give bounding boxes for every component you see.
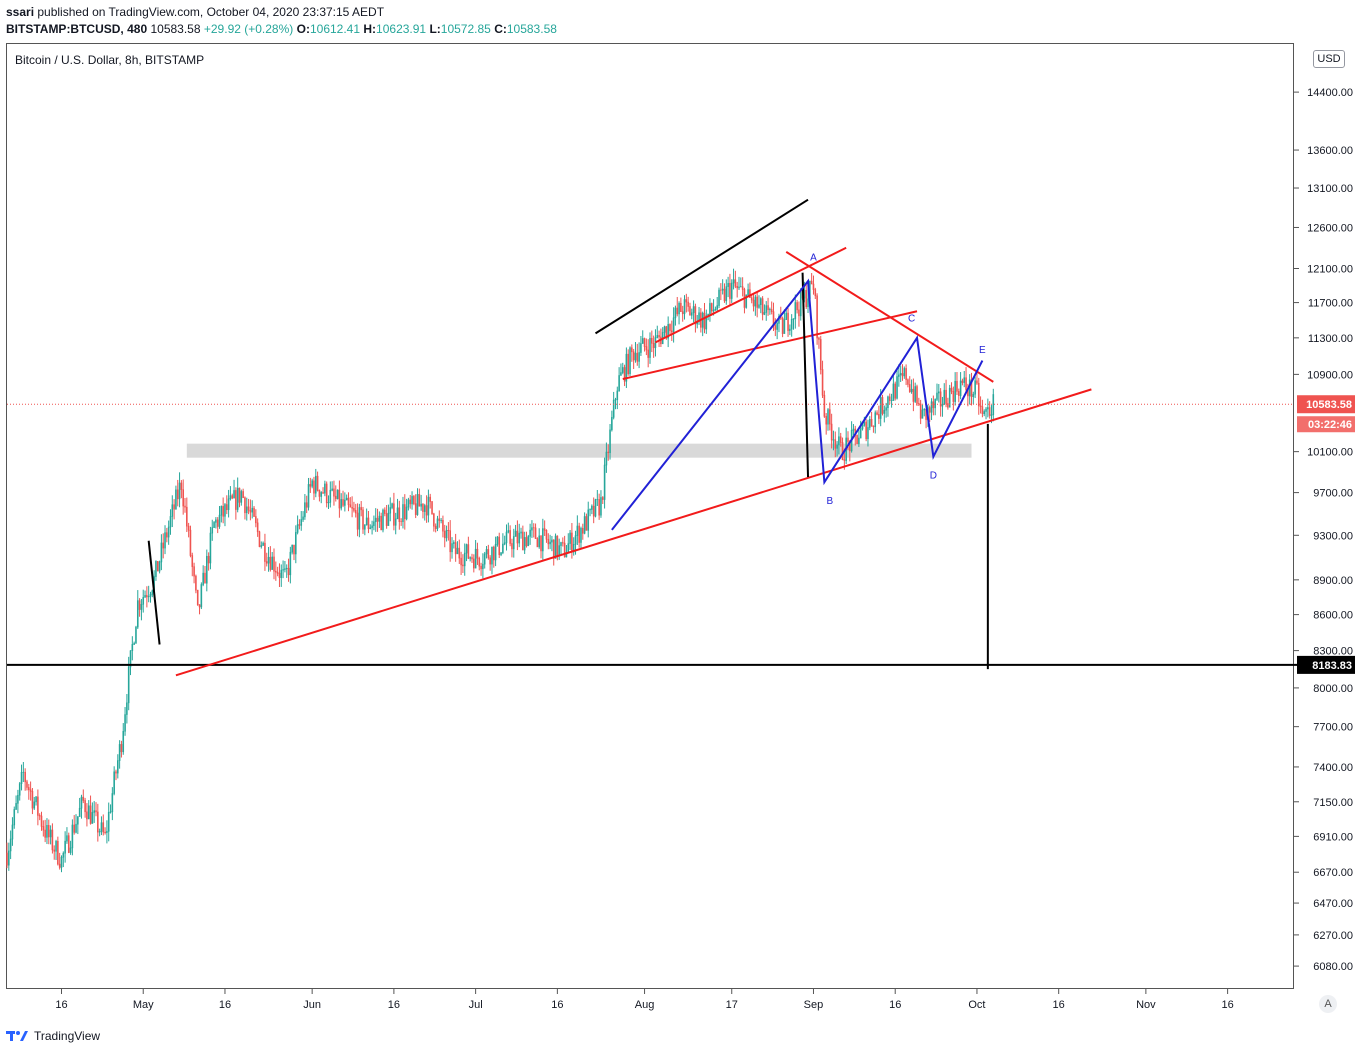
x-tick-label: 16	[219, 999, 231, 1011]
trendline	[801, 272, 810, 478]
close-key: C:	[494, 22, 507, 36]
chart-frame	[6, 43, 1294, 989]
x-tick-label: 16	[889, 999, 901, 1011]
last-price-badge-bg	[1297, 395, 1355, 414]
y-tick-label: 9700.00	[1313, 488, 1353, 500]
open-value: 10612.41	[309, 22, 361, 36]
x-tick-label: Sep	[804, 999, 824, 1011]
trendline	[175, 388, 1092, 677]
trendline	[147, 540, 161, 645]
wave-label-d: D	[930, 471, 937, 482]
y-tick-label: 12100.00	[1307, 264, 1353, 276]
high-value: 10623.91	[376, 22, 427, 36]
level-badge: 8183.83	[1312, 660, 1352, 672]
wave-label-a: A	[810, 253, 817, 264]
chart-title: Bitcoin / U.S. Dollar, 8h, BITSTAMP	[15, 53, 205, 67]
x-tick-label: 16	[55, 999, 67, 1011]
high-key: H:	[363, 22, 377, 36]
y-tick-label: 13600.00	[1307, 145, 1353, 157]
last-price: 10583.58	[150, 22, 201, 36]
x-tick-label: May	[133, 999, 154, 1011]
x-tick-label: Jul	[469, 999, 483, 1011]
y-tick-label: 11700.00	[1308, 298, 1353, 310]
y-tick-label: 8600.00	[1313, 610, 1353, 622]
x-tick-label: 16	[551, 999, 563, 1011]
level-badge-bg	[1297, 655, 1355, 674]
close-value: 10583.58	[506, 22, 557, 36]
y-tick-label: 11300.00	[1308, 333, 1353, 345]
y-tick-label: 6470.00	[1313, 898, 1353, 910]
x-tick-label: Nov	[1136, 999, 1156, 1011]
y-tick-label: 10100.00	[1307, 447, 1353, 459]
last-price-badge: 10583.58	[1306, 399, 1352, 411]
symbol-label: BITSTAMP:BTCUSD, 480	[6, 22, 148, 36]
x-tick-label: 16	[1221, 999, 1233, 1011]
auto-scale-button[interactable]: A	[1319, 995, 1337, 1013]
x-tick-label: Jun	[303, 999, 321, 1011]
x-tick-label: 17	[726, 999, 738, 1011]
wave-label-e: E	[979, 345, 986, 356]
countdown-badge: 03:22:46	[1308, 419, 1352, 431]
y-tick-label: 7400.00	[1313, 762, 1353, 774]
low-key: L:	[429, 22, 441, 36]
y-tick-label: 14400.00	[1307, 87, 1353, 99]
wave-label-c: C	[908, 313, 915, 324]
y-tick-label: 7700.00	[1313, 722, 1353, 734]
y-tick-label: 8900.00	[1313, 575, 1353, 587]
y-tick-label: 6910.00	[1313, 831, 1353, 843]
x-tick-label: 16	[388, 999, 400, 1011]
trendline	[655, 246, 847, 344]
y-tick-label: 6270.00	[1313, 930, 1353, 942]
countdown-badge-bg	[1297, 416, 1355, 433]
tradingview-logo: TradingView	[6, 1029, 100, 1043]
y-tick-label: 7150.00	[1313, 797, 1353, 809]
y-tick-label: 6670.00	[1313, 867, 1353, 879]
y-tick-label: 9300.00	[1313, 530, 1353, 542]
price-change: +29.92 (+0.28%)	[203, 22, 294, 36]
author-name[interactable]: ssari	[6, 5, 35, 19]
wave-path	[611, 278, 984, 531]
y-tick-label: 6080.00	[1313, 961, 1353, 973]
support-zone	[186, 443, 972, 458]
tradingview-icon	[6, 1031, 28, 1041]
wave-label-b: B	[826, 496, 833, 507]
trendline	[622, 310, 918, 381]
publish-info: ssari published on TradingView.com, Octo…	[6, 5, 384, 19]
x-tick-label: 16	[1053, 999, 1065, 1011]
currency-button[interactable]: USD	[1313, 50, 1345, 68]
y-tick-label: 12600.00	[1307, 222, 1353, 234]
x-tick-label: Aug	[635, 999, 655, 1011]
symbol-ohlc-bar: BITSTAMP:BTCUSD, 480 10583.58 +29.92 (+0…	[6, 22, 557, 36]
y-tick-label: 13100.00	[1307, 183, 1353, 195]
trendline	[594, 198, 809, 335]
y-tick-label: 10900.00	[1307, 369, 1353, 381]
y-tick-label: 8300.00	[1313, 646, 1353, 658]
brand-name: TradingView	[34, 1029, 101, 1043]
low-value: 10572.85	[440, 22, 491, 36]
x-tick-label: Oct	[968, 999, 985, 1011]
y-tick-label: 8000.00	[1313, 683, 1353, 695]
publish-text: published on TradingView.com, October 04…	[34, 5, 385, 19]
open-key: O:	[296, 22, 310, 36]
